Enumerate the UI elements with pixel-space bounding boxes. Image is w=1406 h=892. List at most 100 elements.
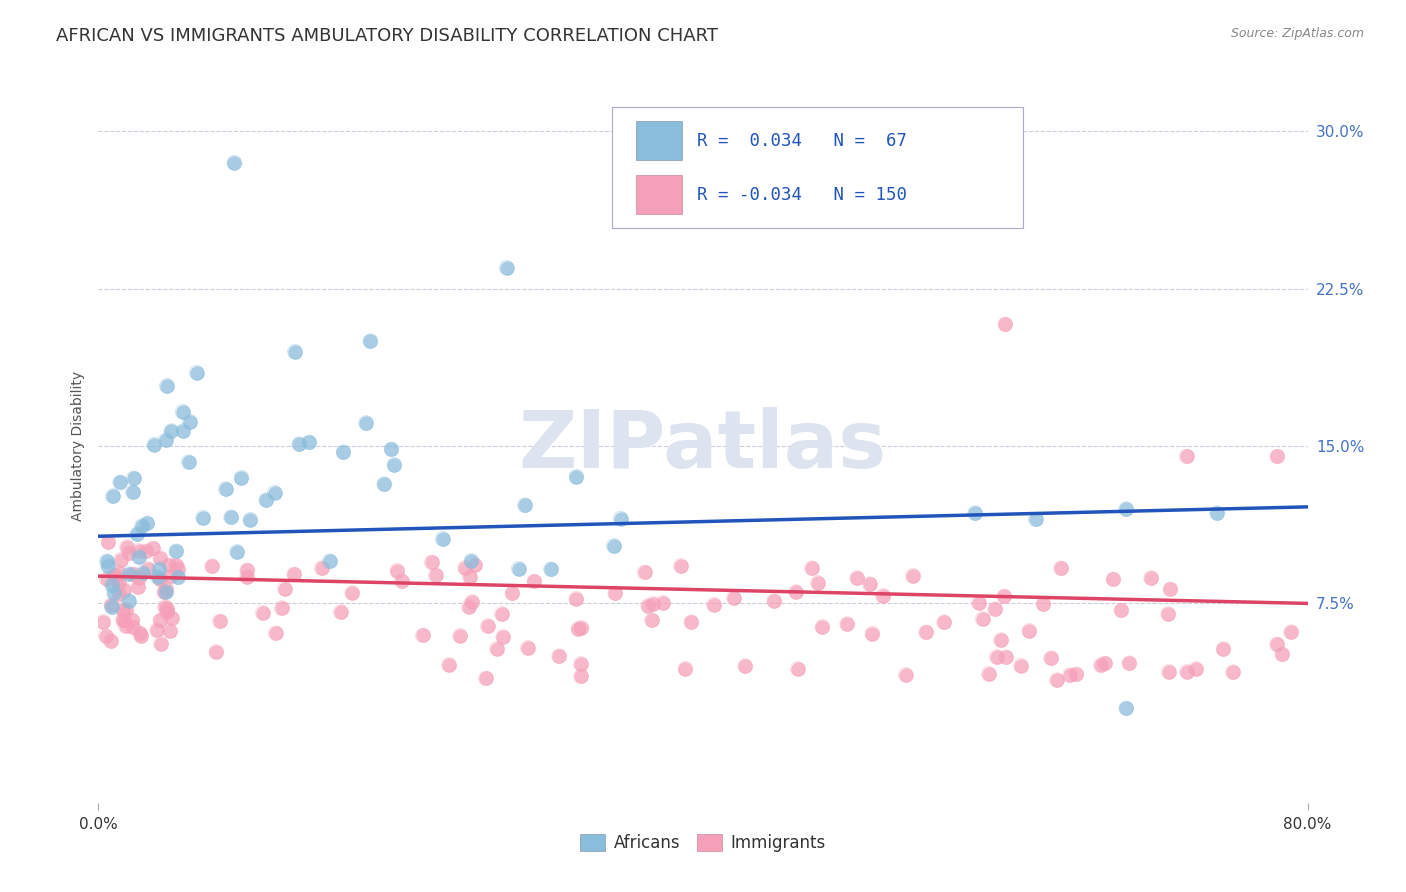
Text: Source: ZipAtlas.com: Source: ZipAtlas.com: [1230, 27, 1364, 40]
Point: [915, 625, 938, 640]
Point: [457, 599, 479, 614]
Point: [464, 558, 486, 572]
Point: [101, 578, 124, 592]
Point: [425, 568, 447, 582]
Point: [1109, 603, 1132, 617]
Text: AFRICAN VS IMMIGRANTS AMBULATORY DISABILITY CORRELATION CHART: AFRICAN VS IMMIGRANTS AMBULATORY DISABIL…: [56, 27, 718, 45]
Point: [97, 559, 120, 574]
Point: [165, 544, 187, 558]
Point: [149, 614, 172, 628]
Point: [986, 649, 1008, 664]
Point: [108, 587, 131, 601]
Point: [461, 595, 484, 609]
Point: [115, 540, 138, 554]
Point: [811, 620, 834, 634]
Point: [523, 574, 546, 589]
Point: [360, 334, 382, 348]
Point: [128, 549, 150, 564]
Point: [508, 561, 530, 575]
Point: [986, 649, 1008, 664]
Point: [167, 562, 190, 576]
Point: [387, 564, 409, 578]
Point: [142, 541, 165, 556]
Point: [681, 615, 703, 629]
Point: [1010, 658, 1032, 673]
Point: [1115, 502, 1137, 516]
Point: [1024, 512, 1046, 526]
Point: [412, 628, 434, 642]
Point: [153, 584, 176, 599]
Point: [915, 625, 938, 640]
Point: [860, 626, 883, 640]
Point: [121, 485, 143, 500]
Point: [214, 482, 236, 496]
Point: [318, 554, 340, 568]
Point: [513, 498, 536, 512]
Point: [1175, 665, 1198, 679]
Point: [128, 544, 150, 558]
Point: [231, 471, 253, 485]
Point: [387, 564, 409, 578]
Point: [96, 572, 118, 586]
Point: [835, 617, 858, 632]
Point: [224, 155, 246, 169]
Point: [994, 650, 1017, 665]
Point: [167, 562, 190, 576]
Point: [540, 562, 562, 576]
Point: [800, 561, 823, 575]
Point: [112, 613, 135, 627]
Point: [425, 568, 447, 582]
Point: [454, 560, 477, 574]
Point: [149, 572, 172, 586]
Point: [342, 585, 364, 599]
Point: [565, 591, 588, 606]
Point: [177, 455, 200, 469]
Y-axis label: Ambulatory Disability: Ambulatory Disability: [72, 371, 86, 521]
Point: [107, 566, 129, 580]
Point: [118, 567, 141, 582]
Point: [252, 606, 274, 620]
Point: [1059, 668, 1081, 682]
Point: [1090, 658, 1112, 673]
Point: [118, 567, 141, 582]
Point: [155, 582, 177, 596]
Point: [128, 571, 150, 585]
Point: [153, 599, 176, 614]
Point: [332, 445, 354, 459]
Point: [965, 506, 987, 520]
Point: [901, 568, 924, 582]
Point: [160, 569, 183, 583]
Point: [990, 633, 1012, 648]
Point: [108, 576, 131, 591]
Point: [1157, 607, 1180, 621]
Point: [540, 562, 562, 576]
Point: [283, 567, 305, 582]
Point: [516, 640, 538, 655]
Point: [1109, 603, 1132, 617]
Point: [155, 584, 177, 599]
Point: [100, 634, 122, 648]
Point: [1185, 662, 1208, 676]
Point: [1018, 624, 1040, 638]
Point: [675, 662, 697, 676]
Point: [373, 477, 395, 491]
Point: [354, 416, 377, 430]
Point: [226, 545, 249, 559]
Point: [186, 366, 208, 380]
Text: R = -0.034   N = 150: R = -0.034 N = 150: [697, 186, 907, 203]
Point: [153, 599, 176, 614]
Point: [97, 535, 120, 549]
Point: [675, 662, 697, 676]
Point: [1222, 665, 1244, 680]
Point: [254, 493, 277, 508]
Point: [1140, 571, 1163, 585]
Point: [101, 489, 124, 503]
Point: [641, 613, 664, 627]
Point: [165, 544, 187, 558]
Point: [129, 629, 152, 643]
Point: [160, 424, 183, 438]
Point: [1206, 506, 1229, 520]
Point: [172, 424, 194, 438]
Point: [492, 630, 515, 644]
Point: [96, 572, 118, 586]
